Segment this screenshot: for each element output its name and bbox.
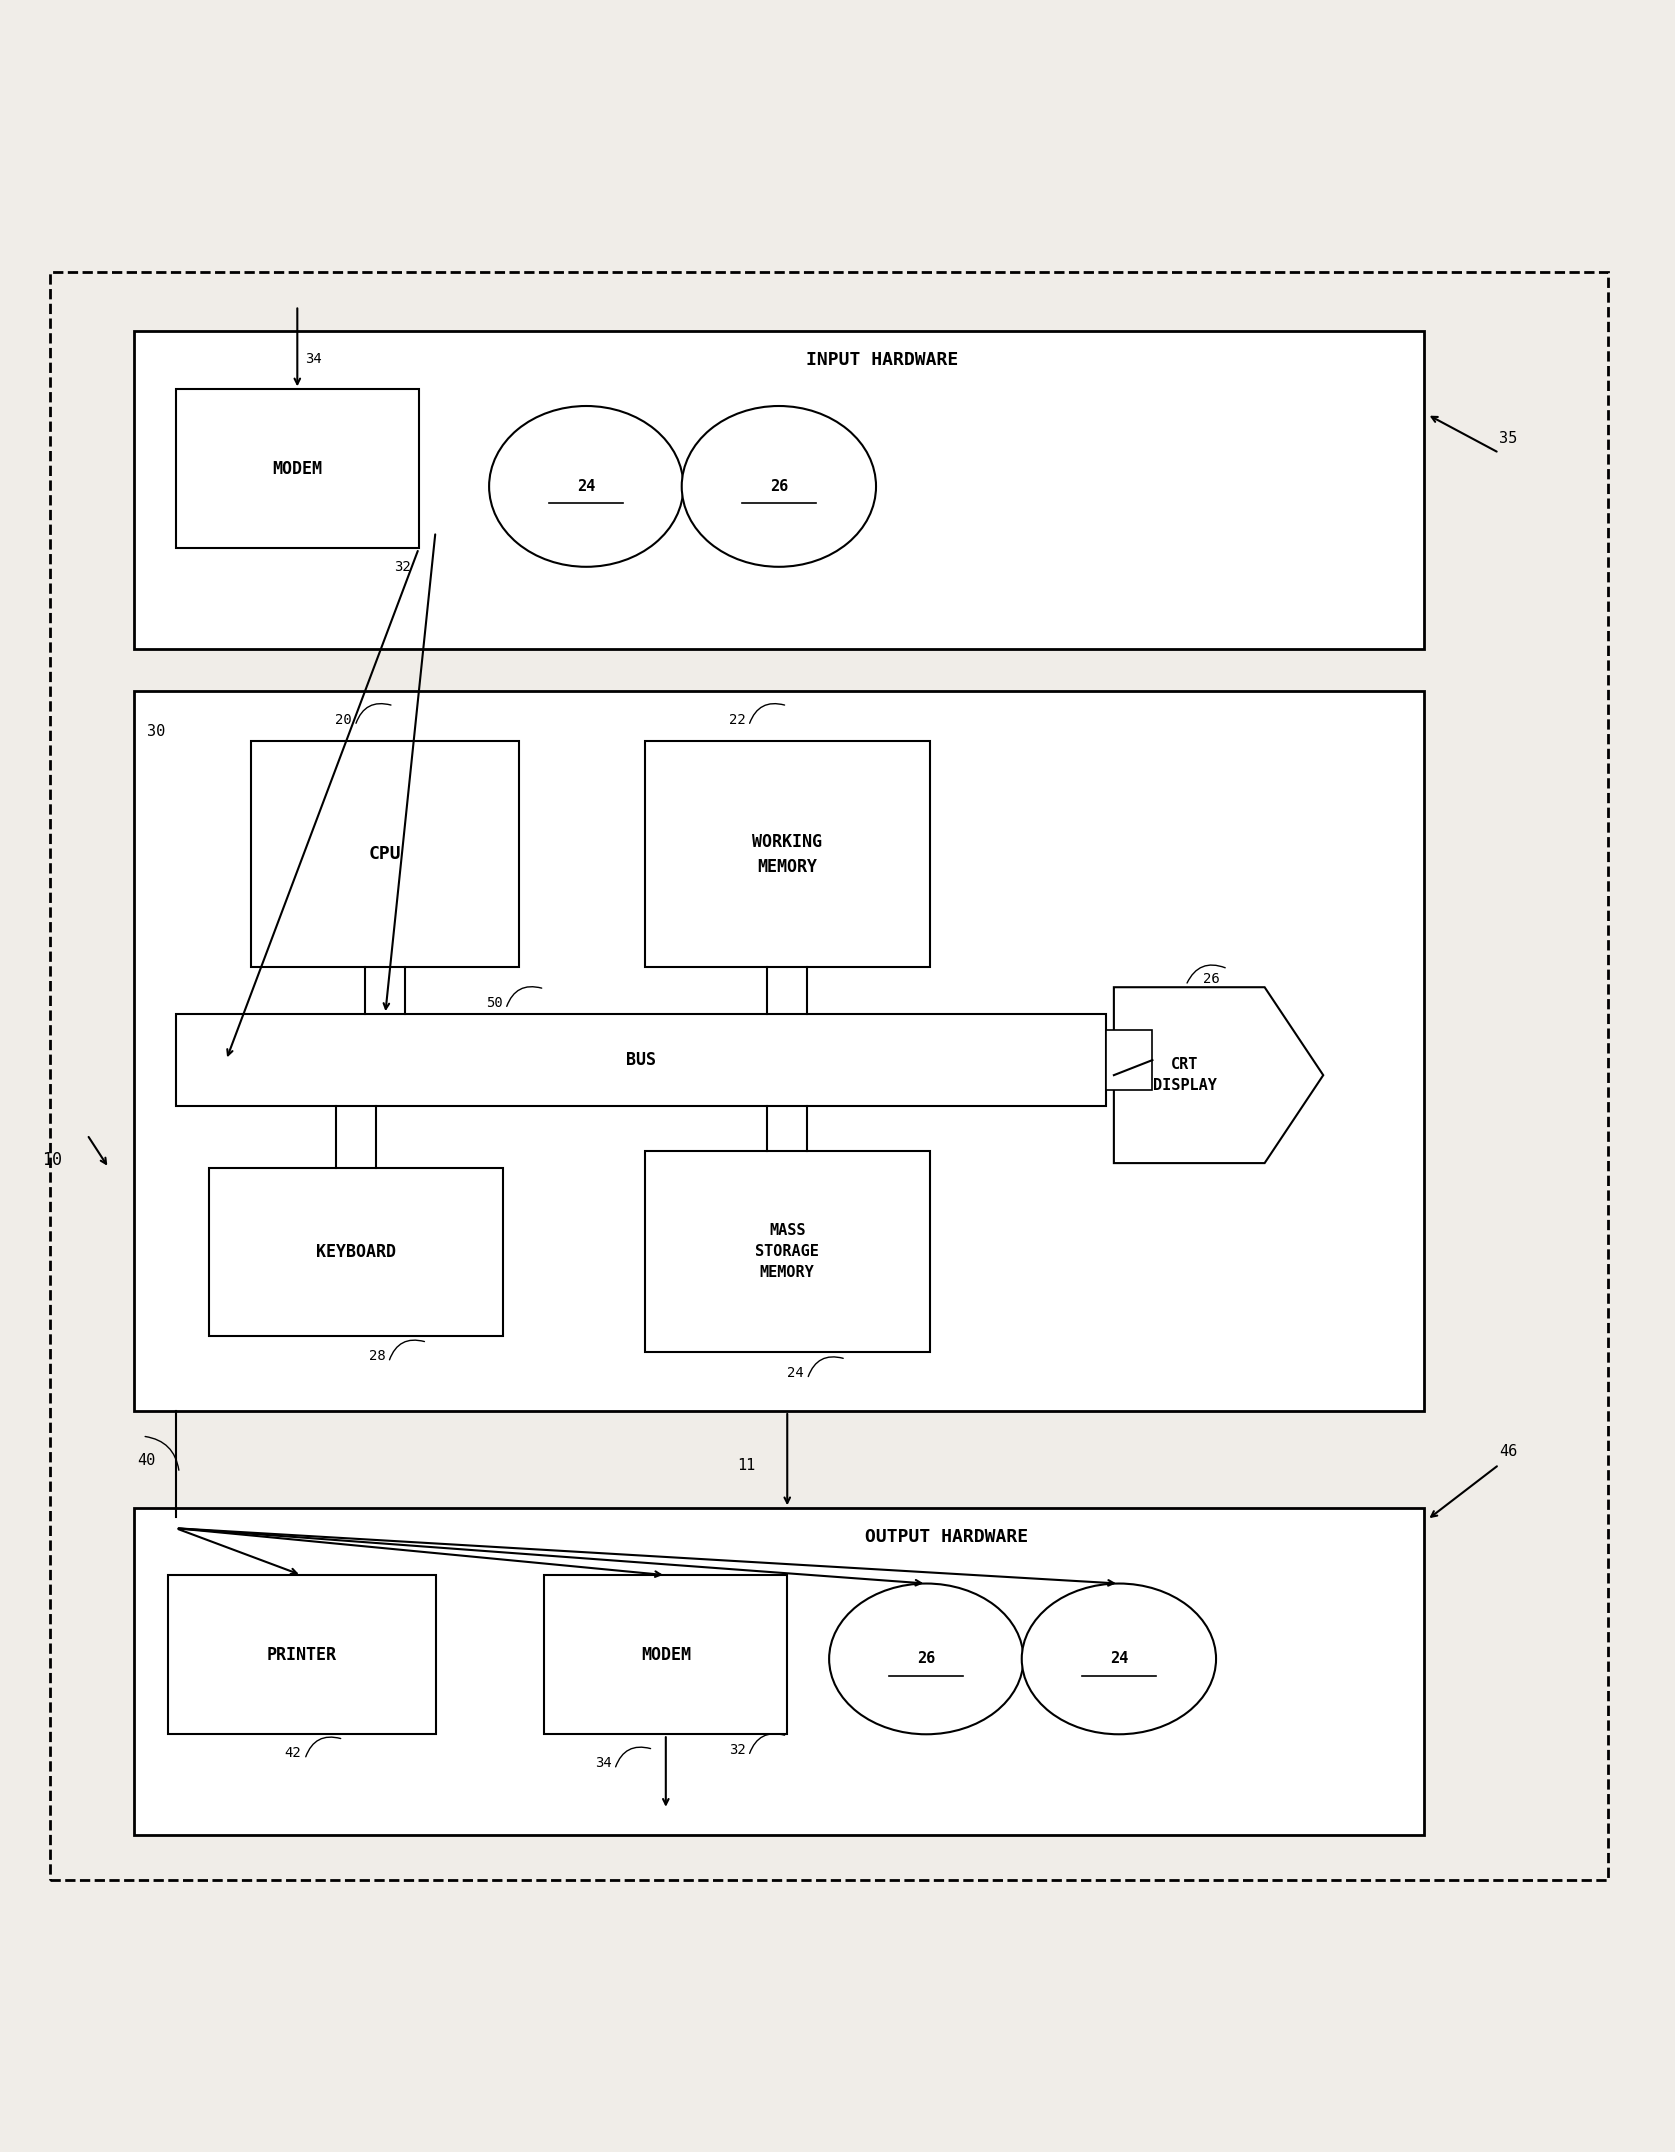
Bar	[209, 1169, 502, 1336]
Text: MASS
STORAGE
MEMORY: MASS STORAGE MEMORY	[755, 1222, 819, 1280]
Bar	[176, 390, 419, 549]
Text: 42: 42	[285, 1745, 301, 1760]
Text: 34: 34	[595, 1756, 611, 1771]
Text: 22: 22	[729, 712, 745, 727]
Text: 35: 35	[1499, 430, 1518, 445]
Text: PRINTER: PRINTER	[266, 1646, 337, 1663]
Text: 32: 32	[729, 1743, 745, 1756]
Bar	[134, 691, 1424, 1412]
Text: MODEM: MODEM	[642, 1646, 690, 1663]
Text: 26: 26	[1203, 973, 1219, 986]
Bar	[176, 1014, 1106, 1106]
Text: INPUT HARDWARE: INPUT HARDWARE	[806, 351, 958, 368]
Bar	[134, 1509, 1424, 1836]
Text: 11: 11	[737, 1457, 755, 1472]
Text: WORKING
MEMORY: WORKING MEMORY	[752, 833, 822, 876]
Text: 20: 20	[335, 712, 352, 727]
Text: MODEM: MODEM	[273, 461, 322, 478]
Ellipse shape	[682, 407, 876, 566]
Text: 26: 26	[770, 480, 787, 495]
Text: 24: 24	[787, 1367, 804, 1379]
Bar	[134, 331, 1424, 650]
Text: 34: 34	[305, 353, 322, 366]
Bar	[645, 740, 930, 966]
Text: OUTPUT HARDWARE: OUTPUT HARDWARE	[864, 1528, 1028, 1547]
Bar	[544, 1575, 787, 1735]
Text: 10: 10	[42, 1151, 62, 1169]
Bar	[1106, 1031, 1152, 1091]
Text: 40: 40	[137, 1453, 156, 1468]
Text: 26: 26	[918, 1651, 935, 1666]
Text: BUS: BUS	[626, 1050, 655, 1070]
Bar	[168, 1575, 436, 1735]
Text: CPU: CPU	[368, 846, 402, 863]
Text: 46: 46	[1499, 1444, 1518, 1459]
Text: 28: 28	[368, 1349, 385, 1362]
Bar	[645, 1151, 930, 1351]
Text: KEYBOARD: KEYBOARD	[317, 1244, 395, 1261]
Polygon shape	[1114, 988, 1323, 1162]
Text: 24: 24	[578, 480, 595, 495]
Text: 24: 24	[1111, 1651, 1127, 1666]
Text: 50: 50	[486, 996, 502, 1009]
Ellipse shape	[489, 407, 683, 566]
Ellipse shape	[1022, 1584, 1216, 1735]
Text: 30: 30	[147, 725, 166, 740]
Text: CRT
DISPLAY: CRT DISPLAY	[1152, 1057, 1218, 1093]
Bar	[251, 740, 519, 966]
Ellipse shape	[829, 1584, 1023, 1735]
Text: 32: 32	[394, 560, 410, 575]
